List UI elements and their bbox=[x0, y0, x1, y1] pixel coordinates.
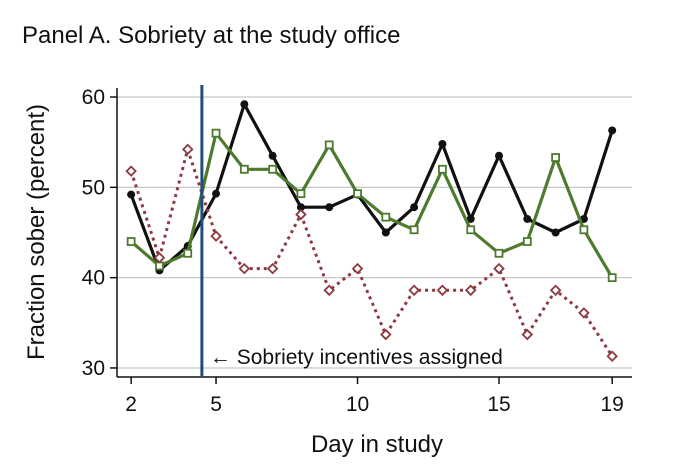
data-point bbox=[266, 262, 279, 275]
x-axis-label: Day in study bbox=[311, 431, 443, 458]
data-point bbox=[522, 237, 532, 246]
data-point bbox=[408, 284, 420, 297]
series-line bbox=[130, 131, 614, 279]
data-point bbox=[495, 151, 504, 160]
series-line bbox=[129, 102, 614, 272]
data-point bbox=[296, 203, 305, 212]
data-point bbox=[183, 248, 193, 258]
data-point bbox=[578, 307, 590, 319]
data-point bbox=[295, 208, 307, 221]
data-point bbox=[494, 248, 504, 258]
data-point bbox=[296, 189, 306, 199]
y-tick-label: 30 bbox=[82, 357, 105, 380]
annotation-label: ← Sobriety incentives assigned bbox=[210, 346, 503, 369]
y-tick-label: 40 bbox=[82, 267, 105, 290]
y-tick-label: 60 bbox=[82, 86, 105, 109]
series-layer bbox=[125, 100, 618, 363]
data-point bbox=[181, 143, 194, 156]
y-axis-label: Fraction sober (percent) bbox=[23, 104, 50, 360]
x-tick-label: 19 bbox=[601, 393, 624, 416]
data-point bbox=[409, 225, 419, 235]
data-point bbox=[607, 273, 617, 283]
data-point bbox=[212, 189, 221, 198]
series-2 bbox=[125, 143, 618, 363]
data-point bbox=[464, 284, 477, 297]
x-tick-label: 2 bbox=[125, 393, 137, 416]
annotation-layer: ← Sobriety incentives assigned bbox=[200, 85, 503, 377]
y-tick-label: 50 bbox=[82, 176, 105, 199]
data-point bbox=[381, 212, 391, 222]
data-point bbox=[551, 153, 560, 162]
data-point bbox=[608, 126, 617, 135]
data-point bbox=[126, 237, 136, 246]
data-point bbox=[466, 214, 475, 223]
data-point bbox=[579, 225, 589, 235]
chart-title: Panel A. Sobriety at the study office bbox=[22, 22, 400, 49]
data-point bbox=[549, 284, 562, 297]
data-point bbox=[268, 151, 277, 160]
data-point bbox=[410, 203, 419, 212]
data-point bbox=[268, 164, 278, 174]
x-tick-label: 15 bbox=[487, 393, 510, 416]
data-point bbox=[438, 139, 447, 148]
series-line bbox=[129, 147, 614, 358]
data-point bbox=[523, 214, 532, 223]
axes: 30 40 50 60 2 5 10 15 19 bbox=[82, 86, 632, 416]
data-point bbox=[127, 190, 136, 199]
data-point bbox=[153, 252, 166, 264]
data-point bbox=[239, 164, 249, 174]
data-point bbox=[240, 100, 249, 109]
data-point bbox=[351, 262, 364, 275]
data-point bbox=[211, 128, 221, 138]
x-tick-label: 5 bbox=[210, 393, 222, 416]
x-tick-label: 10 bbox=[346, 393, 369, 416]
series-1 bbox=[126, 128, 617, 283]
data-point bbox=[436, 284, 449, 297]
data-point bbox=[323, 284, 335, 297]
data-point bbox=[353, 189, 362, 199]
data-point bbox=[325, 203, 334, 212]
data-point bbox=[521, 328, 534, 341]
data-point bbox=[210, 230, 222, 242]
data-point bbox=[466, 225, 476, 235]
data-point bbox=[381, 228, 390, 237]
data-point bbox=[125, 165, 137, 177]
data-point bbox=[606, 350, 618, 363]
data-point bbox=[380, 328, 392, 341]
data-point bbox=[438, 164, 447, 174]
data-point bbox=[324, 140, 334, 150]
series-0 bbox=[127, 100, 617, 275]
data-point bbox=[238, 262, 251, 275]
data-point bbox=[551, 228, 560, 237]
data-point bbox=[493, 262, 505, 275]
